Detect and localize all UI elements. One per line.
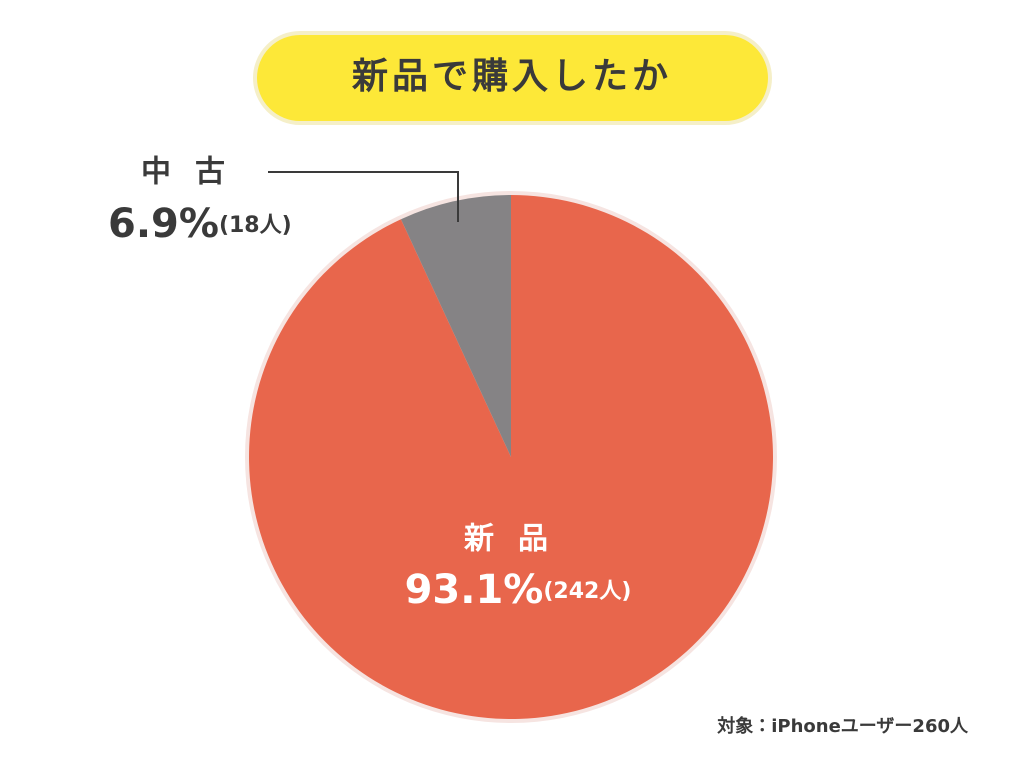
count-label: (242人) (543, 579, 631, 604)
pie-slice (249, 195, 774, 719)
chart-title: 新品で購入したか (352, 56, 672, 97)
title-pill (253, 31, 772, 125)
leader-line (268, 171, 459, 222)
value-label-group: 6.9%(18人) (108, 201, 292, 247)
note: 対象：iPhoneユーザー260人 (716, 715, 969, 737)
pie-slice (400, 195, 511, 457)
count-label: (18人) (219, 213, 292, 238)
value-label-group: 93.1%(242人) (405, 567, 632, 613)
category-label: 新品 (463, 522, 572, 557)
category-label: 中古 (141, 155, 249, 190)
value-label: 93.1% (405, 567, 544, 613)
slices (249, 195, 774, 719)
value-label: 6.9% (108, 201, 219, 247)
